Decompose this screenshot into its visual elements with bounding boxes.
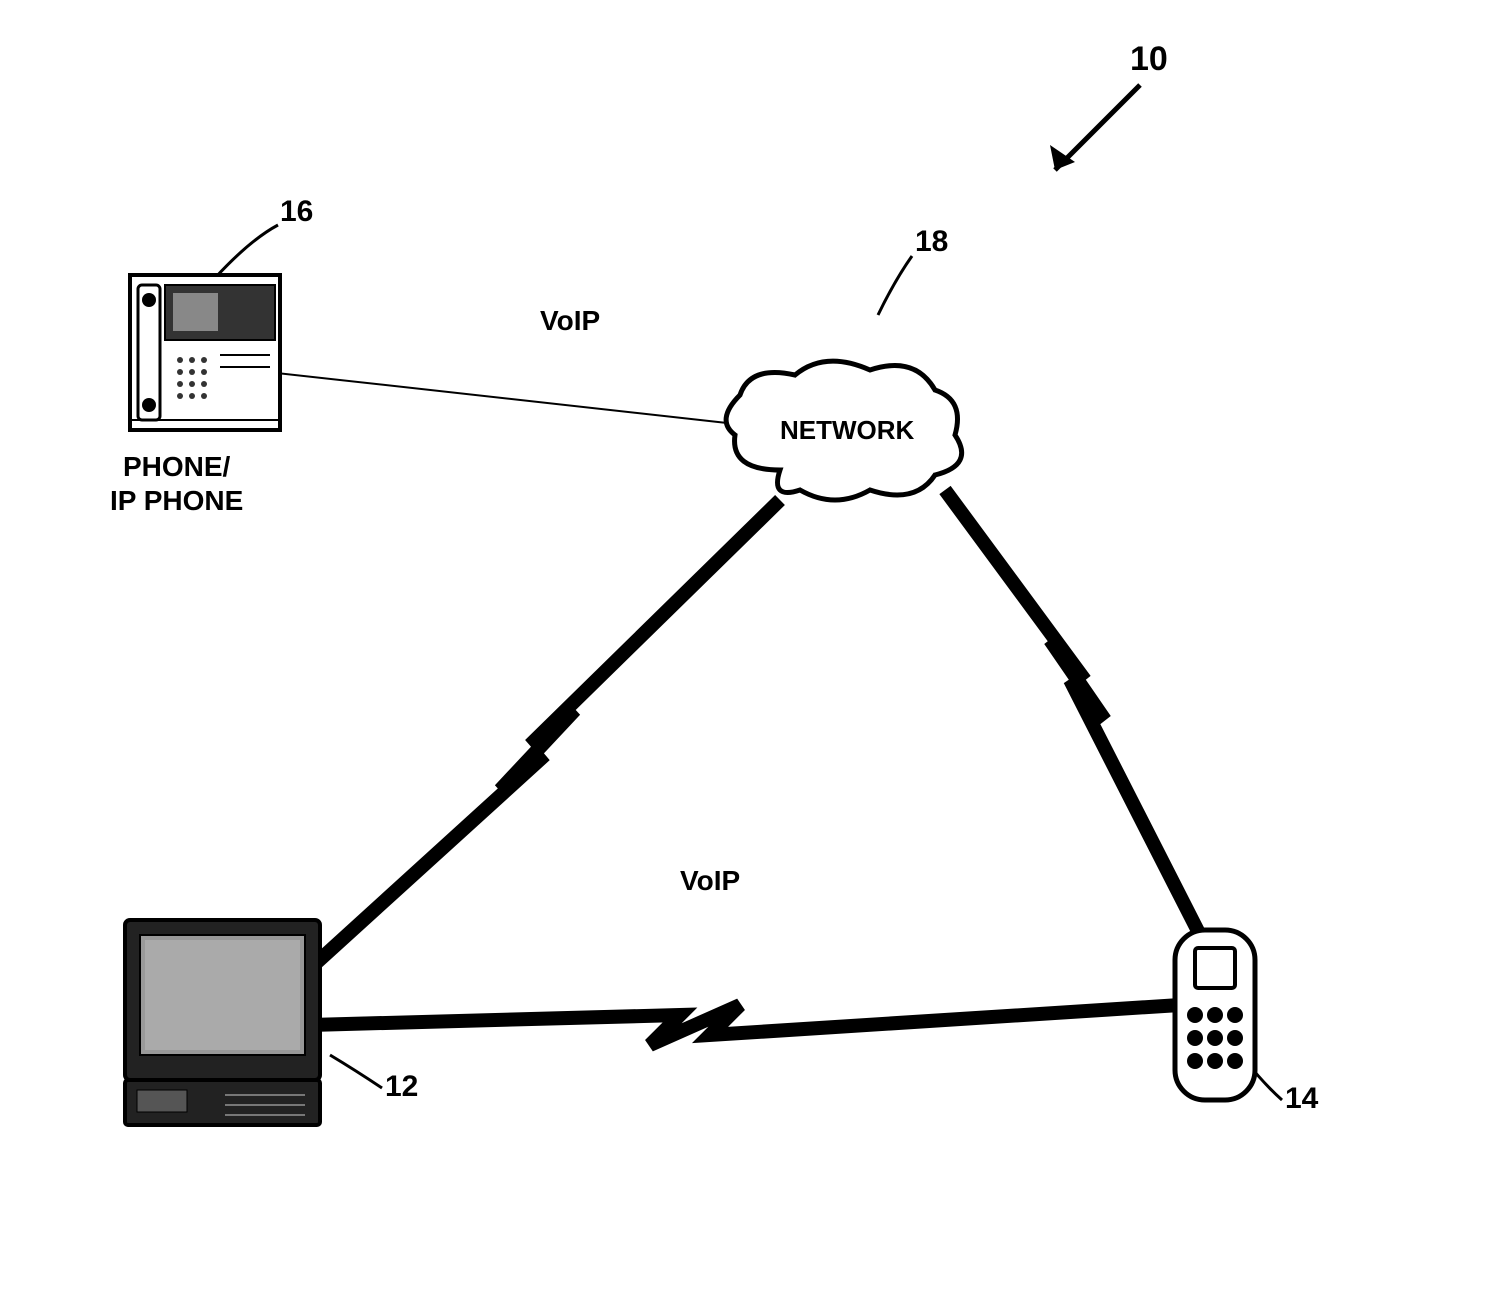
leader-18 <box>878 256 912 315</box>
desk-phone-device <box>130 275 280 430</box>
network-label: NETWORK <box>780 415 914 446</box>
ref-label-10: 10 <box>1130 40 1168 79</box>
computer-device <box>125 920 320 1125</box>
connection-phone-network <box>250 370 745 425</box>
phone-caption: PHONE/ IP PHONE <box>110 450 243 517</box>
voip-label-bottom: VoIP <box>680 865 740 897</box>
diagram-svg <box>0 0 1493 1299</box>
connection-computer-mobile <box>310 1005 1180 1045</box>
network-diagram: 10 16 18 12 14 VoIP VoIP NETWORK PHONE/ … <box>0 0 1493 1299</box>
ref-label-16: 16 <box>280 195 313 229</box>
phone-label-line2: IP PHONE <box>110 484 243 518</box>
ref-label-14: 14 <box>1285 1082 1318 1116</box>
ref-label-18: 18 <box>915 225 948 259</box>
connection-network-mobile <box>945 490 1200 935</box>
leader-12 <box>330 1055 382 1088</box>
ref-10-arrow <box>1050 85 1140 170</box>
connection-network-computer <box>270 500 780 1005</box>
mobile-device <box>1175 930 1255 1100</box>
phone-label-line1: PHONE/ <box>110 450 243 484</box>
ref-label-12: 12 <box>385 1070 418 1104</box>
leader-16 <box>215 225 278 278</box>
voip-label-top: VoIP <box>540 305 600 337</box>
